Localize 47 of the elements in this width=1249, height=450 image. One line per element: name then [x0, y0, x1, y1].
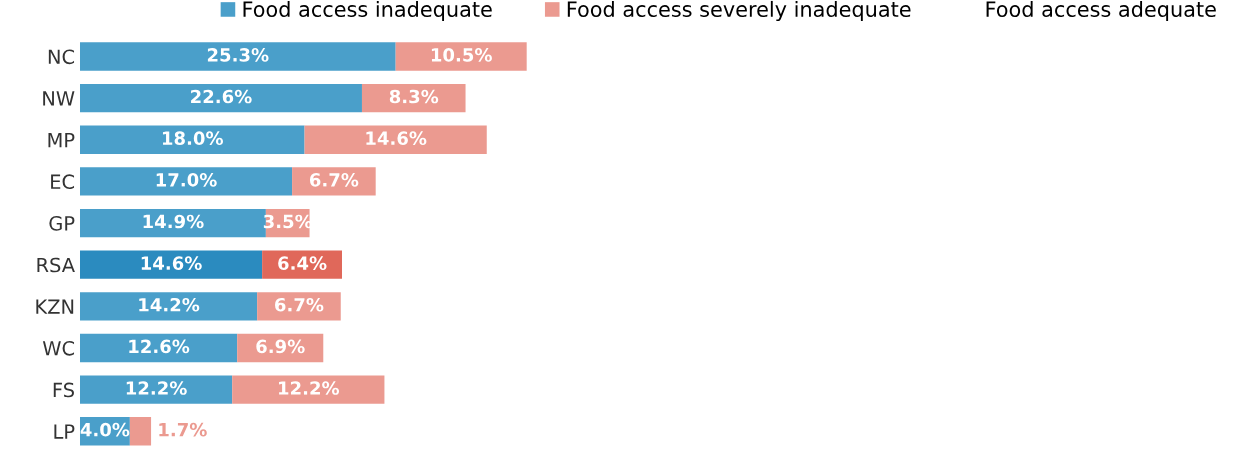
data-label: 1.7%	[159, 422, 207, 437]
data-label: 12.2%	[126, 381, 187, 395]
data-label: 8.3%	[389, 89, 439, 104]
data-label: 12.2%	[279, 381, 340, 395]
data-label: 25.3%	[207, 48, 269, 62]
data-label: 17.0%	[156, 172, 217, 187]
data-label: 14.9%	[143, 214, 204, 229]
bar	[304, 125, 487, 154]
bar	[79, 208, 266, 238]
bar	[292, 167, 376, 196]
data-label: 10.5%	[431, 48, 492, 62]
bar	[79, 167, 293, 196]
y-tick-label: NC	[48, 49, 75, 65]
bar	[232, 375, 385, 404]
data-label: 18.0%	[162, 131, 223, 146]
bar	[79, 375, 233, 404]
data-label: 14.6%	[141, 256, 202, 270]
bar	[395, 42, 527, 71]
bar	[129, 417, 152, 446]
data-label: 4.0%	[80, 422, 130, 437]
y-tick-label: EC	[51, 174, 75, 190]
data-label: 6.9%	[256, 339, 305, 354]
bar	[79, 292, 258, 321]
legend-label: Food access inadequate	[243, 0, 492, 22]
bar	[79, 333, 238, 363]
data-label: 6.4%	[278, 256, 327, 270]
legend-label: Food access severely inadequate	[567, 0, 911, 22]
y-tick-label: KZN	[36, 299, 74, 314]
bar	[79, 250, 263, 279]
y-tick-label: RSA	[37, 257, 75, 273]
y-tick-label: LP	[54, 424, 75, 439]
data-label: 6.7%	[309, 172, 359, 187]
bar	[79, 125, 305, 154]
bar	[361, 83, 466, 113]
data-label: 22.6%	[191, 89, 252, 104]
data-label: 12.6%	[129, 339, 190, 354]
bar	[79, 83, 362, 113]
data-label: 14.2%	[139, 297, 200, 312]
y-tick-label: WC	[42, 340, 75, 356]
y-tick-label: GP	[49, 216, 75, 231]
y-tick-label: FS	[53, 382, 74, 398]
text: Food access adequate	[986, 0, 1216, 22]
bar	[79, 42, 396, 71]
y-tick-label: MP	[48, 132, 75, 148]
data-label: 14.6%	[366, 131, 427, 146]
data-label: 6.7%	[275, 297, 324, 312]
y-tick-label: NW	[43, 91, 75, 106]
